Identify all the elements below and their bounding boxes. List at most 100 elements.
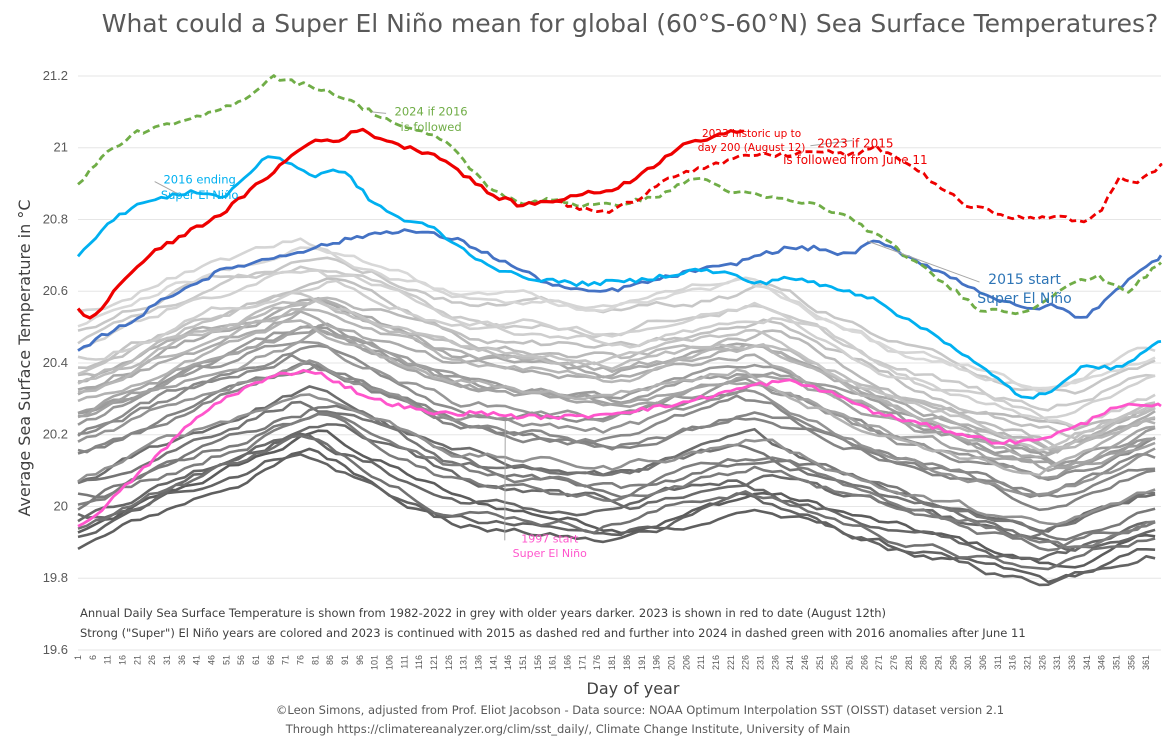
y-tick-label: 21 (54, 140, 68, 155)
x-tick-label: 16 (118, 655, 128, 665)
x-tick-label: 341 (1082, 655, 1092, 670)
x-tick-label: 266 (859, 655, 869, 670)
background-year-line (77, 404, 1156, 542)
credit-line-2: Through https://climatereanalyzer.org/cl… (285, 722, 851, 736)
x-tick-label: 201 (666, 655, 676, 670)
annotation-label: 2024 if 2016 is followed (395, 104, 468, 134)
x-tick-label: 331 (1052, 655, 1062, 670)
x-tick-label: 176 (592, 655, 602, 670)
annotation-leader (154, 181, 180, 195)
annotation-text: 2016 ending (163, 173, 235, 187)
x-tick-label: 316 (1008, 655, 1018, 670)
x-tick-label: 1 (73, 655, 83, 660)
x-tick-label: 286 (919, 655, 929, 670)
background-year-line (77, 429, 1156, 569)
x-tick-label: 351 (1111, 655, 1121, 670)
y-tick-label: 20.8 (43, 211, 68, 226)
x-tick-label: 171 (577, 655, 587, 670)
x-tick-label: 236 (770, 655, 780, 670)
annotation-text: 1997 start (521, 532, 579, 545)
y-tick-label: 19.8 (43, 570, 68, 585)
x-tick-label: 41 (192, 655, 202, 665)
x-tick-label: 6 (88, 655, 98, 660)
x-tick-label: 321 (1022, 655, 1032, 670)
background-year-line (77, 291, 1156, 452)
background-year-line (77, 310, 1156, 459)
x-tick-label: 356 (1126, 655, 1136, 670)
series-line (76, 155, 1162, 400)
background-years (77, 237, 1156, 587)
annotation-text: Super El Niño (977, 291, 1071, 307)
annotation-label: 2023 if 2015 is followed from June 11 (783, 137, 928, 167)
x-tick-label: 181 (607, 655, 617, 670)
background-year-line (77, 269, 1156, 421)
x-tick-label: 291 (933, 655, 943, 670)
y-tick-label: 20.6 (43, 283, 68, 298)
x-tick-label: 276 (889, 655, 899, 670)
x-axis-label: Day of year (587, 679, 680, 698)
x-tick-label: 136 (474, 655, 484, 670)
x-tick-label: 191 (637, 655, 647, 670)
x-tick-label: 26 (147, 655, 157, 665)
x-tick-label: 36 (177, 655, 187, 665)
x-tick-label: 141 (488, 655, 498, 670)
x-tick-label: 81 (310, 655, 320, 665)
x-tick-label: 296 (948, 655, 958, 670)
background-year-line (77, 434, 1156, 571)
y-tick-label: 20 (54, 498, 68, 513)
annotation-label: 2015 start Super El Niño (977, 272, 1071, 307)
x-tick-label: 306 (978, 655, 988, 670)
credit-line-1: ©Leon Simons, adjusted from Prof. Eliot … (276, 703, 1004, 717)
background-year-line (77, 324, 1156, 473)
x-tick-label: 146 (503, 655, 513, 670)
annotation-text: 2015 start (988, 272, 1061, 288)
background-year-line (77, 319, 1156, 477)
background-year-line (77, 296, 1156, 431)
x-tick-label: 326 (1037, 655, 1047, 670)
x-tick-label: 226 (741, 655, 751, 670)
series-line (76, 127, 745, 320)
x-tick-label: 281 (904, 655, 914, 670)
note-line-2: Strong ("Super") El Niño years are color… (80, 626, 1026, 640)
x-tick-label: 256 (830, 655, 840, 670)
x-tick-label: 161 (548, 655, 558, 670)
x-tick-label: 216 (711, 655, 721, 670)
annotation-leader (867, 240, 980, 283)
x-tick-label: 166 (563, 655, 573, 670)
x-tick-label: 221 (726, 655, 736, 670)
x-tick-labels: 1 6 11 16 21 26 31 36 41 46 51 56 61 66 71 76 81 86 91 96 10… (73, 655, 1151, 670)
y-tick-label: 21.2 (43, 68, 68, 83)
y-axis-label: Average Sea Surface Temperature in °C (15, 200, 34, 517)
x-tick-label: 151 (518, 655, 528, 670)
annotation-leaders (154, 111, 980, 541)
x-tick-label: 251 (815, 655, 825, 670)
background-year-line (77, 353, 1156, 499)
annotations: 2024 if 2016 is followed 2023 historic up … (161, 104, 1072, 560)
x-tick-label: 361 (1141, 655, 1151, 670)
x-tick-label: 186 (622, 655, 632, 670)
x-tick-label: 21 (132, 655, 142, 665)
x-tick-label: 31 (162, 655, 172, 665)
chart-title: What could a Super El Niño mean for glob… (102, 9, 1159, 38)
x-tick-label: 46 (207, 655, 217, 665)
background-year-line (77, 385, 1156, 533)
x-tick-label: 261 (844, 655, 854, 670)
background-year-line (77, 279, 1156, 429)
annotation-text: day 200 (August 12) (698, 142, 806, 154)
x-tick-label: 271 (874, 655, 884, 670)
x-tick-label: 106 (385, 655, 395, 670)
x-tick-label: 231 (755, 655, 765, 670)
x-tick-label: 111 (399, 655, 409, 669)
x-tick-label: 91 (340, 655, 350, 665)
x-tick-label: 76 (296, 655, 306, 665)
x-tick-label: 101 (370, 655, 380, 670)
x-tick-label: 51 (221, 655, 231, 665)
background-year-line (77, 325, 1156, 467)
x-tick-label: 66 (266, 655, 276, 665)
annotation-text: Super El Niño (513, 547, 587, 560)
x-tick-label: 196 (652, 655, 662, 670)
annotation-label: 1997 start Super El Niño (513, 532, 587, 560)
background-year-line (77, 393, 1156, 526)
x-tick-label: 86 (325, 655, 335, 665)
